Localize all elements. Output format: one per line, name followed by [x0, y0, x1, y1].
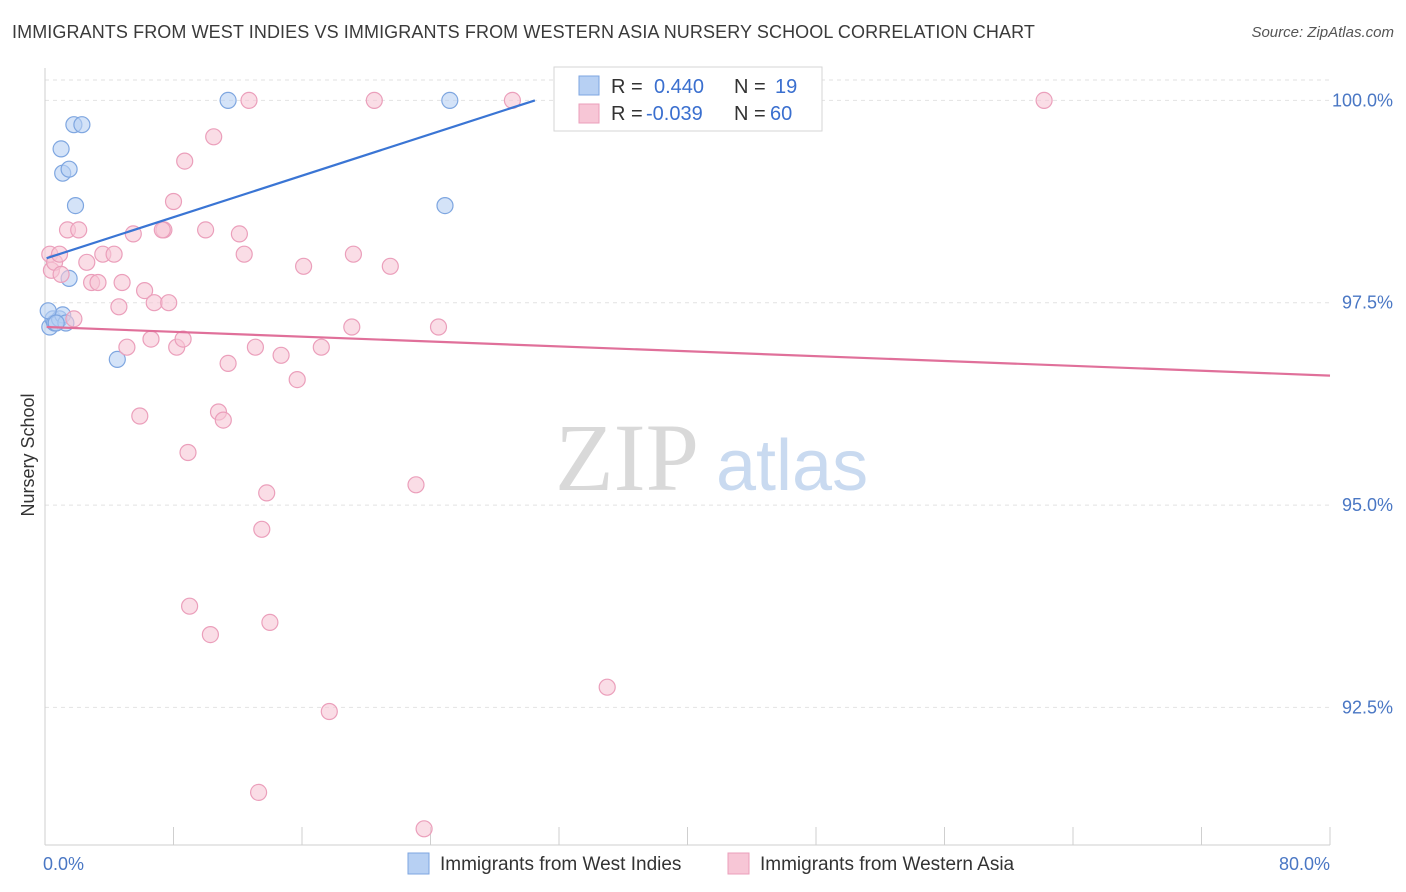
data-point-blue [219, 91, 237, 110]
y-axis-title: Nursery School [18, 393, 38, 516]
data-point-pink [136, 282, 154, 300]
data-point-pink [1035, 91, 1053, 110]
source-credit: Source: ZipAtlas.com [1251, 24, 1394, 41]
series-legend-swatch-blue [407, 852, 430, 875]
data-point-pink [142, 330, 160, 348]
data-point-pink [407, 476, 425, 494]
data-point-blue [108, 350, 126, 368]
stats-legend: R = 0.440 N = 19 R = -0.039 N = 60 [553, 66, 823, 132]
data-point-pink [429, 318, 448, 336]
data-point-pink [179, 443, 197, 462]
data-points [39, 91, 1053, 838]
series-legend-label-pink: Immigrants from Western Asia [760, 854, 1015, 875]
data-point-pink [197, 221, 215, 239]
legend-swatch-pink [578, 103, 600, 124]
data-point-pink [219, 354, 237, 372]
data-point-pink [230, 225, 248, 243]
data-point-blue [60, 160, 78, 178]
y-tick-labels: 100.0% 97.5% 95.0% 92.5% [1332, 90, 1393, 717]
data-point-pink [258, 484, 276, 502]
x-tick-label-max: 80.0% [1279, 854, 1330, 874]
data-point-pink [131, 407, 149, 425]
legend-n-label-pink: N = [734, 103, 766, 125]
data-point-blue [52, 140, 70, 158]
data-point-pink [89, 273, 107, 292]
data-point-pink [160, 294, 178, 312]
watermark-zip: ZIP [555, 404, 699, 511]
data-point-pink [52, 265, 70, 283]
data-point-pink [288, 371, 306, 389]
data-point-blue [39, 302, 57, 320]
data-point-pink [320, 702, 338, 721]
data-point-pink [250, 783, 268, 802]
legend-n-label-blue: N = [734, 76, 766, 98]
data-point-pink [105, 245, 123, 263]
data-point-pink [415, 820, 433, 838]
trend-line-blue [46, 99, 536, 260]
data-point-pink [201, 625, 219, 644]
legend-n-value-blue: 19 [775, 76, 797, 98]
legend-r-label-blue: R = [611, 76, 643, 98]
data-point-pink [381, 257, 399, 275]
data-point-pink [181, 597, 199, 615]
data-point-pink [78, 253, 96, 271]
data-point-pink [246, 338, 264, 356]
legend-r-value-blue: 0.440 [654, 76, 704, 98]
data-point-pink [365, 91, 383, 110]
data-point-pink [113, 273, 131, 292]
data-point-blue [436, 197, 454, 215]
chart-title: IMMIGRANTS FROM WEST INDIES VS IMMIGRANT… [12, 22, 1035, 42]
data-point-pink [312, 338, 330, 356]
x-tick-label-min: 0.0% [43, 854, 84, 874]
data-point-pink [295, 257, 313, 275]
data-point-pink [70, 221, 88, 239]
data-point-pink [164, 192, 183, 211]
watermark-atlas: atlas [716, 426, 868, 506]
y-tick-label: 92.5% [1342, 697, 1393, 717]
series-legend-label-blue: Immigrants from West Indies [440, 854, 681, 875]
data-point-pink [272, 346, 290, 364]
y-tick-label: 95.0% [1342, 495, 1393, 515]
data-point-pink [235, 245, 253, 263]
series-legend: Immigrants from West Indies Immigrants f… [407, 852, 1015, 875]
data-point-pink [176, 152, 194, 170]
legend-n-value-pink: 60 [770, 103, 792, 125]
y-tick-label: 97.5% [1342, 293, 1393, 313]
legend-r-label-pink: R = [611, 103, 643, 125]
y-tick-label: 100.0% [1332, 90, 1393, 110]
legend-swatch-blue [578, 75, 600, 96]
data-point-pink [145, 294, 163, 312]
data-point-pink [253, 520, 271, 538]
data-point-pink [65, 310, 83, 328]
data-point-pink [174, 330, 192, 348]
data-point-pink [110, 298, 128, 316]
data-point-blue [73, 116, 91, 134]
axes [44, 68, 1331, 846]
series-legend-swatch-pink [727, 852, 750, 875]
data-point-pink [261, 613, 279, 632]
data-point-blue [441, 91, 459, 110]
legend-r-value-pink: -0.039 [646, 103, 703, 125]
grid-lines [45, 79, 1330, 708]
data-point-pink [240, 91, 258, 110]
data-point-pink [153, 221, 171, 239]
trend-line-pink [46, 325, 1331, 377]
data-point-pink [205, 128, 223, 146]
data-point-pink [214, 411, 232, 429]
data-point-blue [66, 197, 85, 215]
data-point-pink [343, 318, 361, 336]
data-point-pink [118, 338, 136, 356]
data-point-pink [598, 678, 616, 696]
trend-lines [46, 99, 1331, 377]
data-point-pink [344, 245, 362, 263]
